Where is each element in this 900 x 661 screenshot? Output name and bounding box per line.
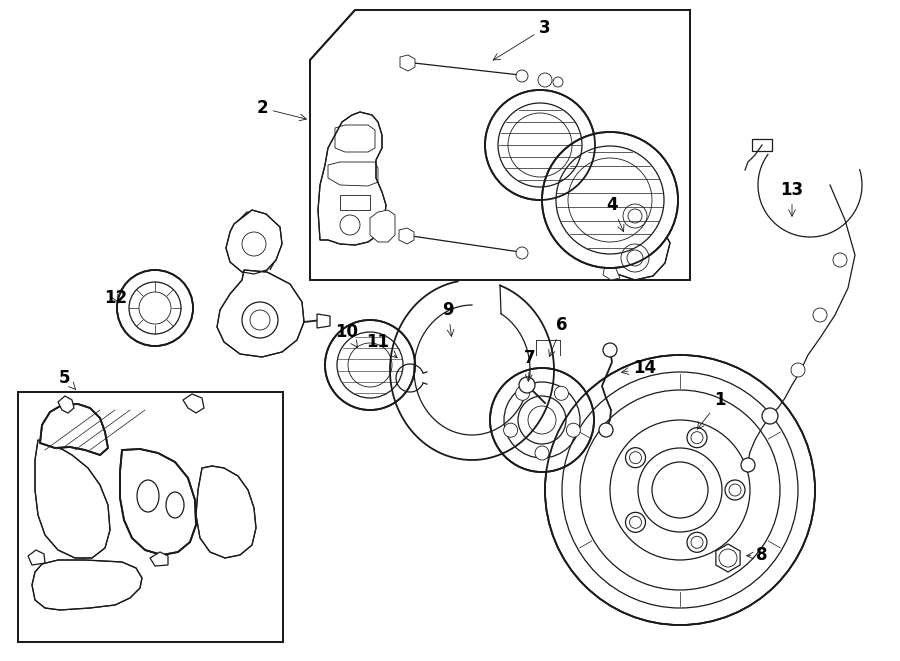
Circle shape: [242, 232, 266, 256]
Circle shape: [687, 428, 707, 447]
Text: 10: 10: [336, 323, 358, 347]
Circle shape: [325, 320, 415, 410]
Circle shape: [599, 423, 613, 437]
Polygon shape: [237, 212, 280, 270]
Polygon shape: [399, 228, 414, 244]
Polygon shape: [400, 55, 415, 71]
Circle shape: [566, 423, 580, 437]
Circle shape: [242, 302, 278, 338]
Text: 2: 2: [256, 99, 306, 121]
Polygon shape: [32, 560, 142, 610]
Circle shape: [621, 244, 649, 272]
Circle shape: [117, 270, 193, 346]
Circle shape: [542, 132, 678, 268]
Text: 13: 13: [780, 181, 804, 216]
Circle shape: [553, 77, 563, 87]
Polygon shape: [317, 314, 330, 328]
Text: 4: 4: [607, 196, 624, 231]
Polygon shape: [40, 404, 108, 455]
Polygon shape: [120, 449, 196, 555]
Circle shape: [603, 343, 617, 357]
Circle shape: [516, 386, 529, 401]
Circle shape: [485, 90, 595, 200]
Circle shape: [626, 512, 645, 532]
Circle shape: [545, 355, 815, 625]
Circle shape: [538, 73, 552, 87]
Text: 7: 7: [524, 349, 536, 381]
Circle shape: [516, 70, 528, 82]
Circle shape: [490, 368, 594, 472]
Circle shape: [626, 447, 645, 468]
Polygon shape: [752, 139, 772, 151]
Circle shape: [535, 446, 549, 460]
Text: 11: 11: [366, 333, 397, 358]
Polygon shape: [605, 186, 670, 280]
Polygon shape: [370, 210, 395, 242]
Circle shape: [725, 480, 745, 500]
Polygon shape: [310, 10, 690, 280]
Circle shape: [516, 247, 528, 259]
Circle shape: [791, 363, 805, 377]
Polygon shape: [603, 195, 620, 213]
Polygon shape: [716, 544, 740, 572]
Ellipse shape: [166, 492, 184, 518]
Polygon shape: [150, 552, 168, 566]
Circle shape: [762, 408, 778, 424]
Circle shape: [623, 204, 647, 228]
Polygon shape: [18, 392, 283, 642]
Circle shape: [504, 423, 518, 437]
Text: 5: 5: [59, 369, 76, 389]
Circle shape: [813, 308, 827, 322]
Polygon shape: [196, 466, 256, 558]
Text: 6: 6: [549, 316, 568, 356]
Text: 14: 14: [622, 359, 657, 377]
Polygon shape: [217, 270, 304, 357]
Circle shape: [833, 253, 847, 267]
Text: 12: 12: [104, 289, 128, 307]
Polygon shape: [28, 550, 45, 565]
Polygon shape: [35, 440, 110, 558]
Circle shape: [741, 458, 755, 472]
Text: 1: 1: [698, 391, 725, 429]
Polygon shape: [603, 262, 620, 280]
Polygon shape: [318, 112, 386, 245]
Circle shape: [687, 532, 707, 553]
Polygon shape: [183, 394, 204, 413]
Text: 3: 3: [493, 19, 551, 60]
Ellipse shape: [137, 480, 159, 512]
Text: 9: 9: [442, 301, 454, 336]
Circle shape: [554, 386, 569, 401]
Polygon shape: [226, 210, 282, 274]
Circle shape: [519, 377, 535, 393]
Polygon shape: [58, 396, 74, 413]
Text: 8: 8: [747, 546, 768, 564]
